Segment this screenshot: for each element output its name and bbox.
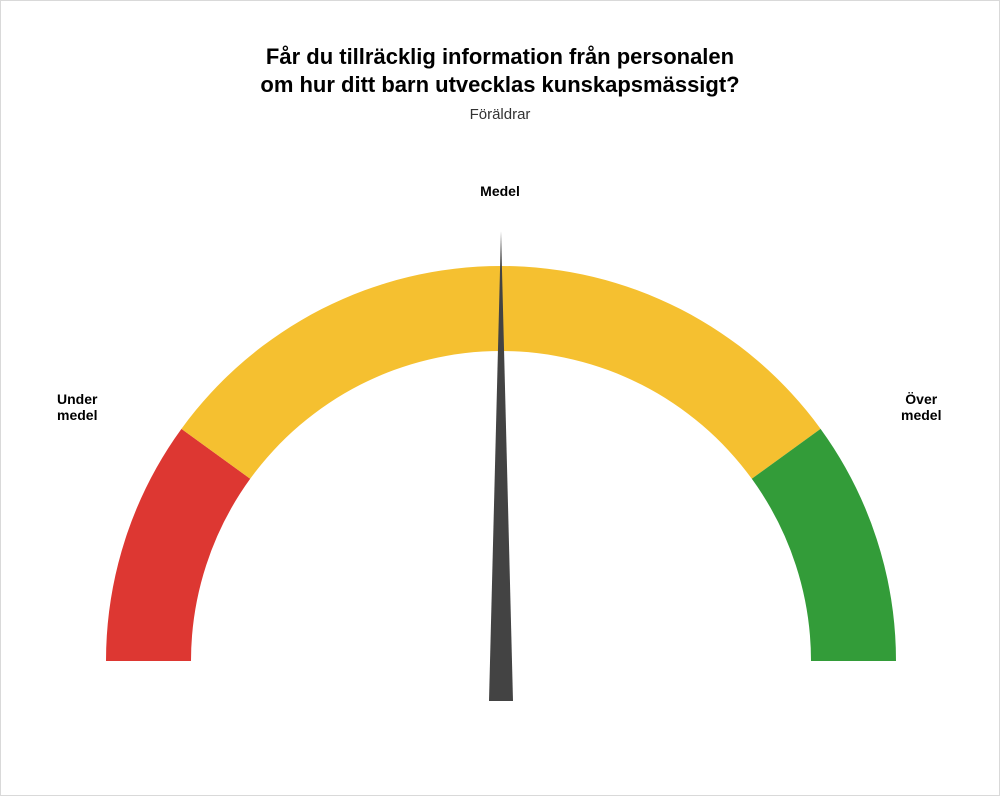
chart-frame: Får du tillräcklig information från pers… [0,0,1000,796]
gauge-chart [1,1,1000,797]
gauge-segment [752,429,896,661]
gauge-segment [106,429,250,661]
